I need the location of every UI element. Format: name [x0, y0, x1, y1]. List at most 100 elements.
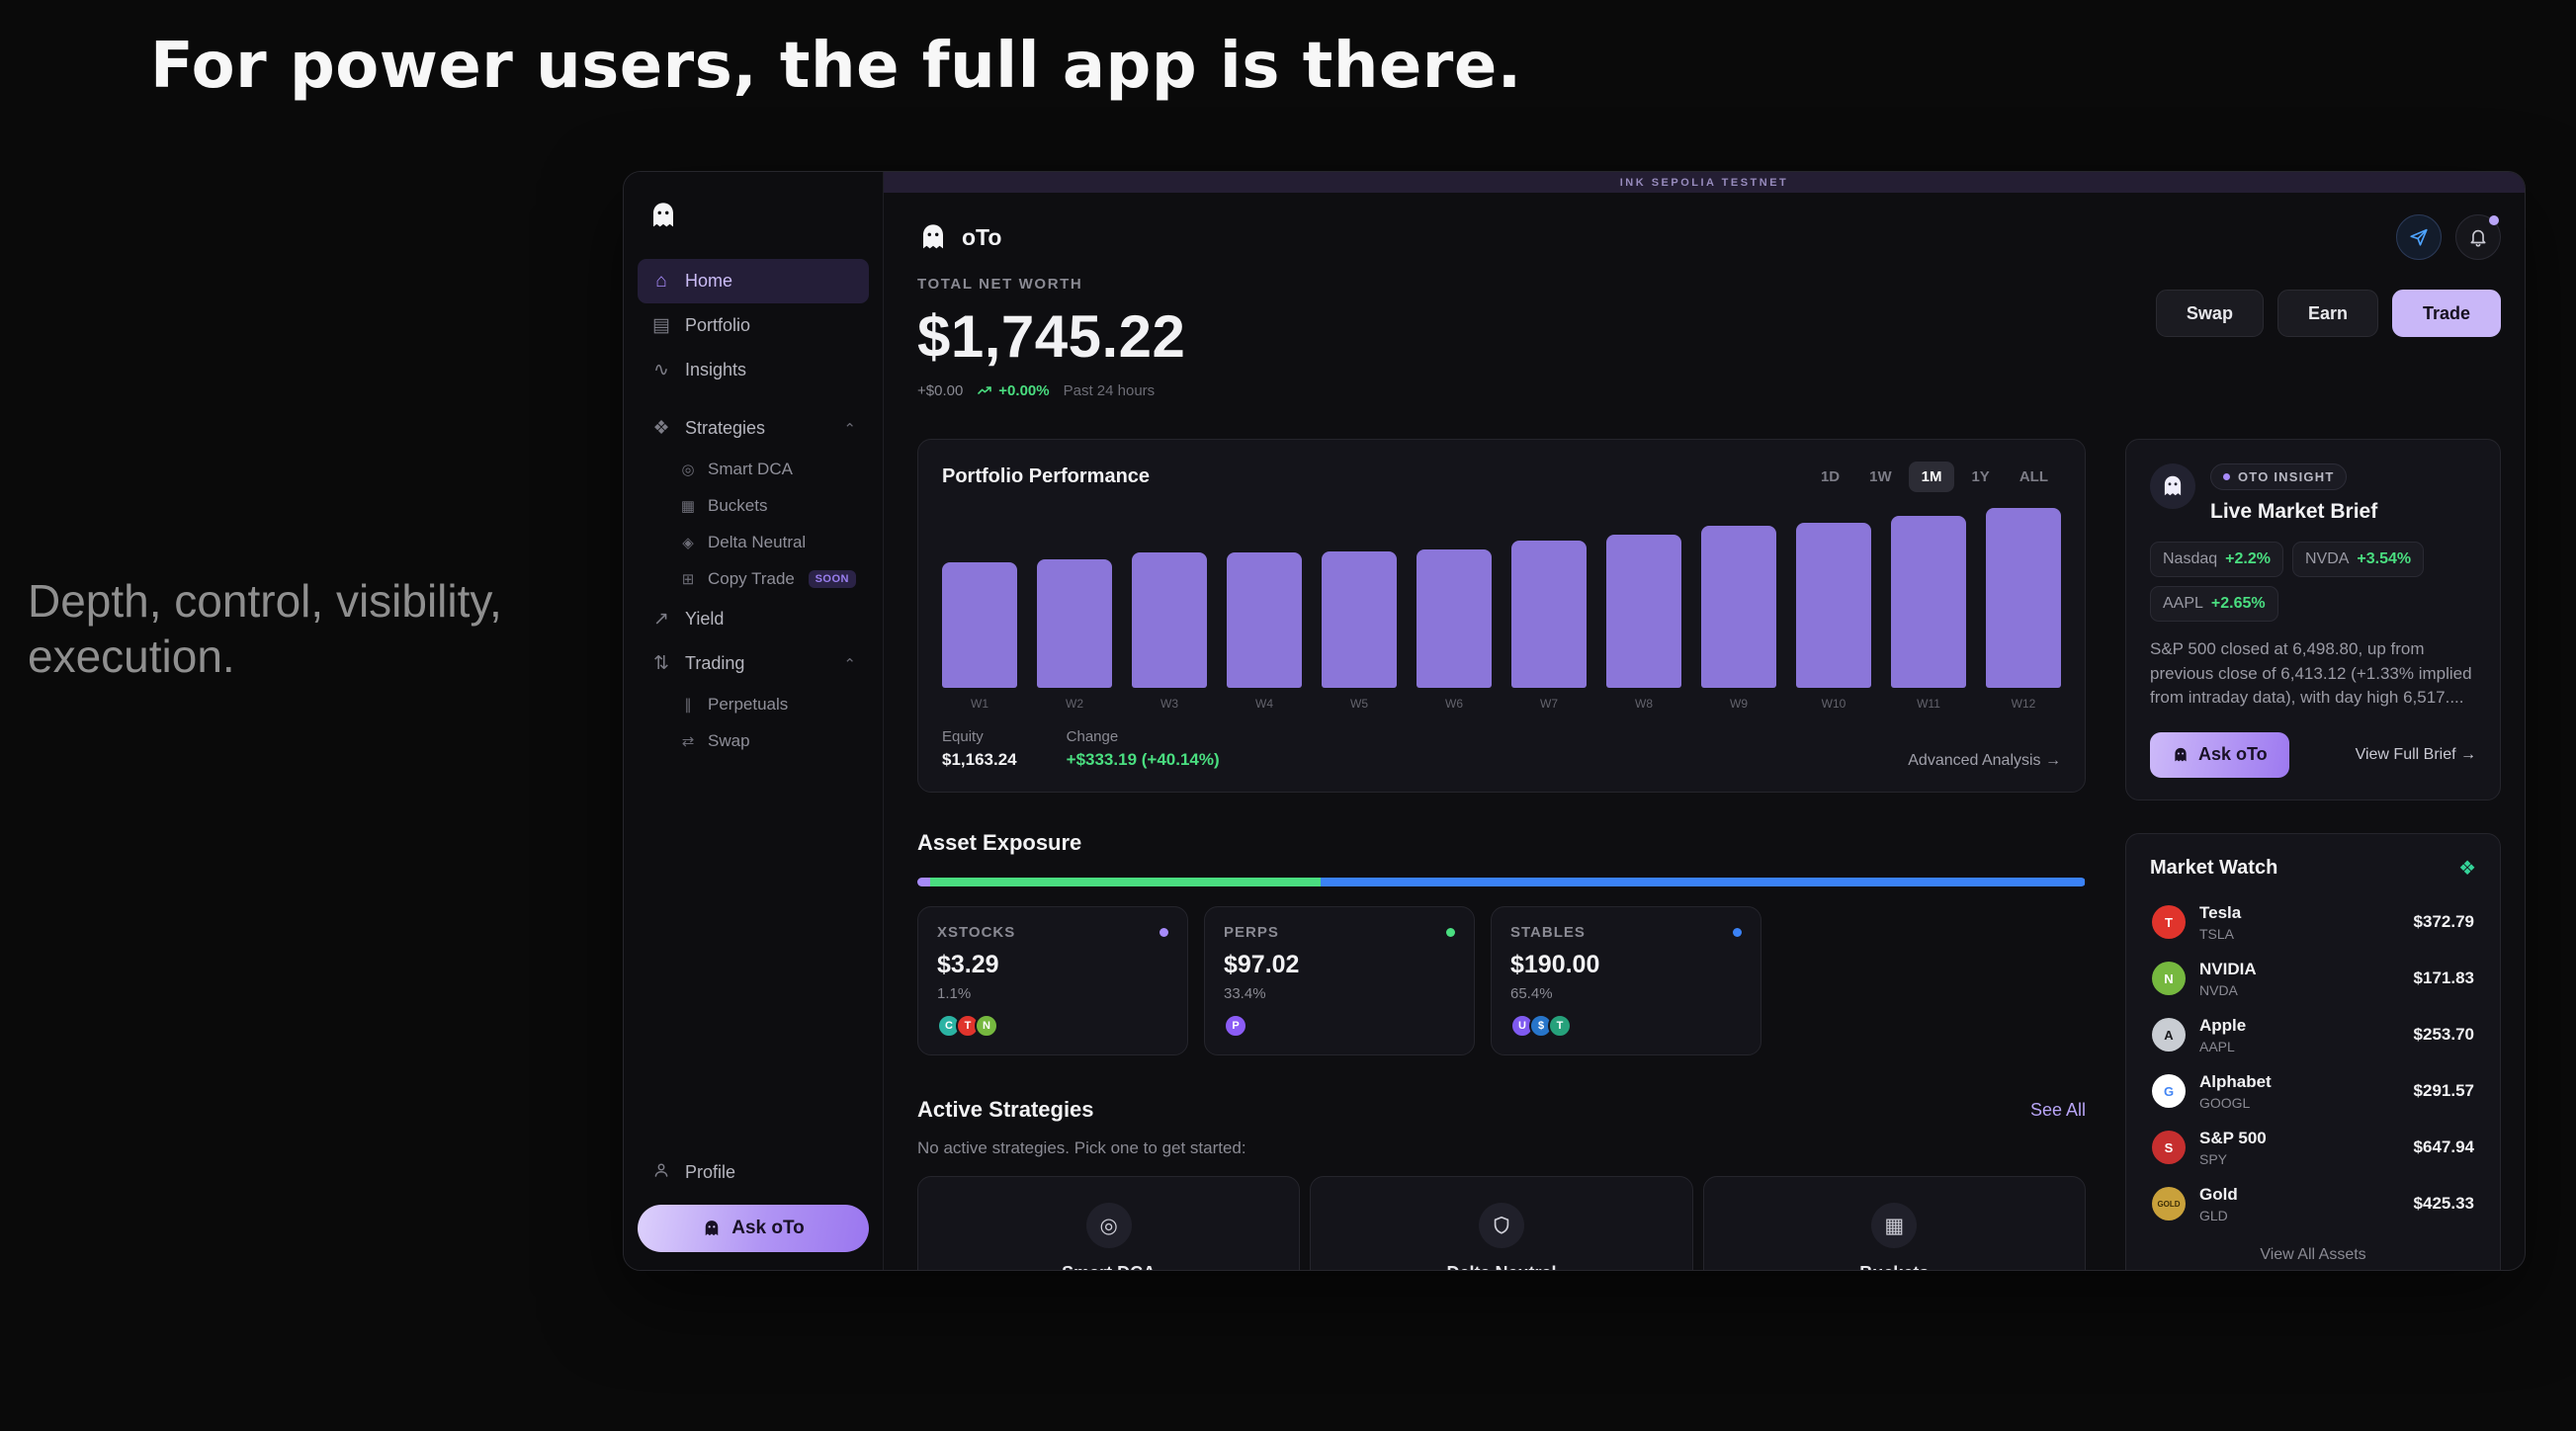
sidebar-item-copy-trade[interactable]: ⊞ Copy Trade SOON: [638, 560, 869, 597]
networth-period: Past 24 hours: [1063, 382, 1156, 399]
performance-chart: W1 W2 W3 W4 W5 W6 W7 W8 W9 W10 W11 W12: [942, 508, 2061, 711]
swap-button[interactable]: Swap: [2155, 290, 2264, 337]
chip-aapl: AAPL +2.65%: [2150, 586, 2278, 622]
networth-change-abs: +$0.00: [917, 382, 964, 399]
category-dot: [1733, 928, 1742, 937]
sidebar-item-yield[interactable]: ↗ Yield: [638, 597, 869, 641]
range-all[interactable]: ALL: [2018, 468, 2048, 485]
chevron-up-icon: ⌃: [843, 655, 856, 673]
candles-icon: ∥: [684, 696, 692, 714]
chart-bar-column: [1227, 508, 1302, 688]
chart-bar: [1417, 548, 1492, 688]
range-selector: 1D 1W 1M 1Y ALL: [1808, 462, 2061, 492]
asset-ticker: SPY: [2199, 1150, 2228, 1167]
advanced-analysis-link[interactable]: Advanced Analysis →: [1908, 752, 2061, 769]
shield-icon: [1478, 1203, 1524, 1248]
sidebar-item-label: Portfolio: [685, 315, 751, 335]
market-watch-row[interactable]: GOLD Gold GLD $425.33: [2146, 1176, 2480, 1232]
exposure-pct: 33.4%: [1224, 985, 1266, 1002]
telegram-share-button[interactable]: [2396, 214, 2442, 260]
strategy-card-label: Delta Neutral: [1446, 1263, 1556, 1270]
sidebar-item-home[interactable]: ⌂ Home: [638, 259, 869, 303]
sidebar-item-label: Trading: [685, 653, 745, 673]
view-all-assets-link[interactable]: View All Assets: [2260, 1245, 2366, 1263]
sparkle-icon: ❖: [2458, 857, 2476, 880]
sidebar-item-perpetuals[interactable]: ∥ Perpetuals: [638, 686, 869, 722]
asset-price: $425.33: [2413, 1194, 2474, 1214]
market-watch-row[interactable]: G Alphabet GOOGL $291.57: [2146, 1063, 2480, 1120]
earn-button[interactable]: Earn: [2276, 290, 2378, 337]
change-label: Change: [1066, 728, 1119, 745]
asset-price: $372.79: [2413, 912, 2474, 932]
equity-value: $1,163.24: [942, 750, 1017, 769]
networth-value: $1,745.22: [917, 303, 1186, 370]
trade-button[interactable]: Trade: [2391, 290, 2501, 337]
exposure-segment-stables: [1320, 878, 2085, 886]
ask-oto-insight-button[interactable]: Ask oTo: [2150, 731, 2289, 778]
oto-ghost-avatar: [2150, 463, 2195, 509]
ask-oto-button[interactable]: Ask oTo: [638, 1205, 869, 1252]
market-watch-row[interactable]: N NVIDIA NVDA $171.83: [2146, 951, 2480, 1007]
asset-name: Gold: [2199, 1184, 2238, 1204]
sidebar-item-swap[interactable]: ⇄ Swap: [638, 722, 869, 759]
strategy-card-buckets[interactable]: ▦ Buckets: [1702, 1176, 2086, 1270]
chart-bar-column: [1986, 508, 2061, 688]
asset-name: Alphabet: [2199, 1071, 2272, 1091]
bell-icon: [2470, 229, 2486, 247]
sidebar-item-label: Profile: [685, 1162, 736, 1182]
sidebar-item-smart-dca[interactable]: ◎ Smart DCA: [638, 451, 869, 487]
view-full-brief-link[interactable]: View Full Brief →: [2355, 745, 2476, 763]
sidebar: ⌂ Home ▤ Portfolio ∿ Insights ❖ Strategi…: [624, 172, 884, 1270]
sidebar-item-profile[interactable]: Profile: [638, 1150, 869, 1195]
page-heading: For power users, the full app is there.: [150, 30, 1522, 103]
sidebar-item-buckets[interactable]: ▦ Buckets: [638, 487, 869, 524]
exposure-label: PERPS: [1224, 924, 1279, 941]
strategy-card-delta-neutral[interactable]: Delta Neutral: [1310, 1176, 1693, 1270]
sidebar-item-delta-neutral[interactable]: ◈ Delta Neutral: [638, 524, 869, 560]
chip-nasdaq: Nasdaq +2.2%: [2150, 542, 2283, 577]
ask-oto-label: Ask oTo: [731, 1218, 805, 1238]
sidebar-item-label: Perpetuals: [708, 694, 789, 714]
sidebar-item-trading[interactable]: ⇅ Trading ⌃: [638, 641, 869, 686]
range-1w[interactable]: 1W: [1869, 468, 1892, 485]
main-area: INK SEPOLIA TESTNET oTo: [884, 172, 2525, 1270]
apple-icon: A: [2152, 1018, 2186, 1052]
token-icon: N: [975, 1014, 998, 1038]
see-all-link[interactable]: See All: [2029, 1099, 2086, 1120]
networth-label: TOTAL NET WORTH: [917, 276, 1083, 293]
insight-badge: OTO INSIGHT: [2210, 463, 2348, 490]
exposure-pct: 65.4%: [1510, 985, 1553, 1002]
sidebar-item-insights[interactable]: ∿ Insights: [638, 348, 869, 392]
range-1m[interactable]: 1M: [1908, 462, 1955, 492]
asset-price: $253.70: [2413, 1025, 2474, 1045]
alphabet-icon: G: [2152, 1074, 2186, 1109]
range-1y[interactable]: 1Y: [1971, 468, 1990, 485]
chart-icon: ∿: [653, 360, 669, 380]
strategy-card-smart-dca[interactable]: ◎ Smart DCA: [917, 1176, 1301, 1270]
equity-label: Equity: [942, 728, 984, 745]
market-watch-row[interactable]: S S&P 500 SPY $647.94: [2146, 1120, 2480, 1176]
category-dot: [1159, 928, 1168, 937]
chart-bar-column: [1417, 508, 1492, 688]
chart-bar-label: W5: [1350, 697, 1368, 711]
app-window: ⌂ Home ▤ Portfolio ∿ Insights ❖ Strategi…: [623, 171, 2526, 1271]
range-1d[interactable]: 1D: [1820, 468, 1841, 485]
market-watch-row[interactable]: A Apple AAPL $253.70: [2146, 1007, 2480, 1063]
person-icon: [650, 1161, 672, 1185]
testnet-banner: INK SEPOLIA TESTNET: [884, 172, 2525, 193]
gold-icon: GOLD: [2152, 1187, 2186, 1221]
chart-bar: [1701, 526, 1776, 688]
token-icon: T: [1548, 1014, 1572, 1038]
sidebar-item-strategies[interactable]: ❖ Strategies ⌃: [638, 406, 869, 451]
asset-price: $291.57: [2413, 1081, 2474, 1101]
ghost-icon: [2172, 746, 2190, 764]
market-watch-row[interactable]: T Tesla TSLA $372.79: [2146, 894, 2480, 951]
sidebar-item-label: Copy Trade: [708, 568, 795, 588]
sidebar-item-label: Yield: [685, 609, 725, 629]
chart-bar-label: W4: [1255, 697, 1273, 711]
exposure-segment-perps: [930, 878, 1321, 886]
sidebar-item-portfolio[interactable]: ▤ Portfolio: [638, 303, 869, 348]
chart-bar-label: W10: [1821, 697, 1846, 711]
asset-exposure-section: Asset Exposure XSTOCKS: [917, 830, 2086, 1055]
chart-bar: [942, 562, 1017, 688]
